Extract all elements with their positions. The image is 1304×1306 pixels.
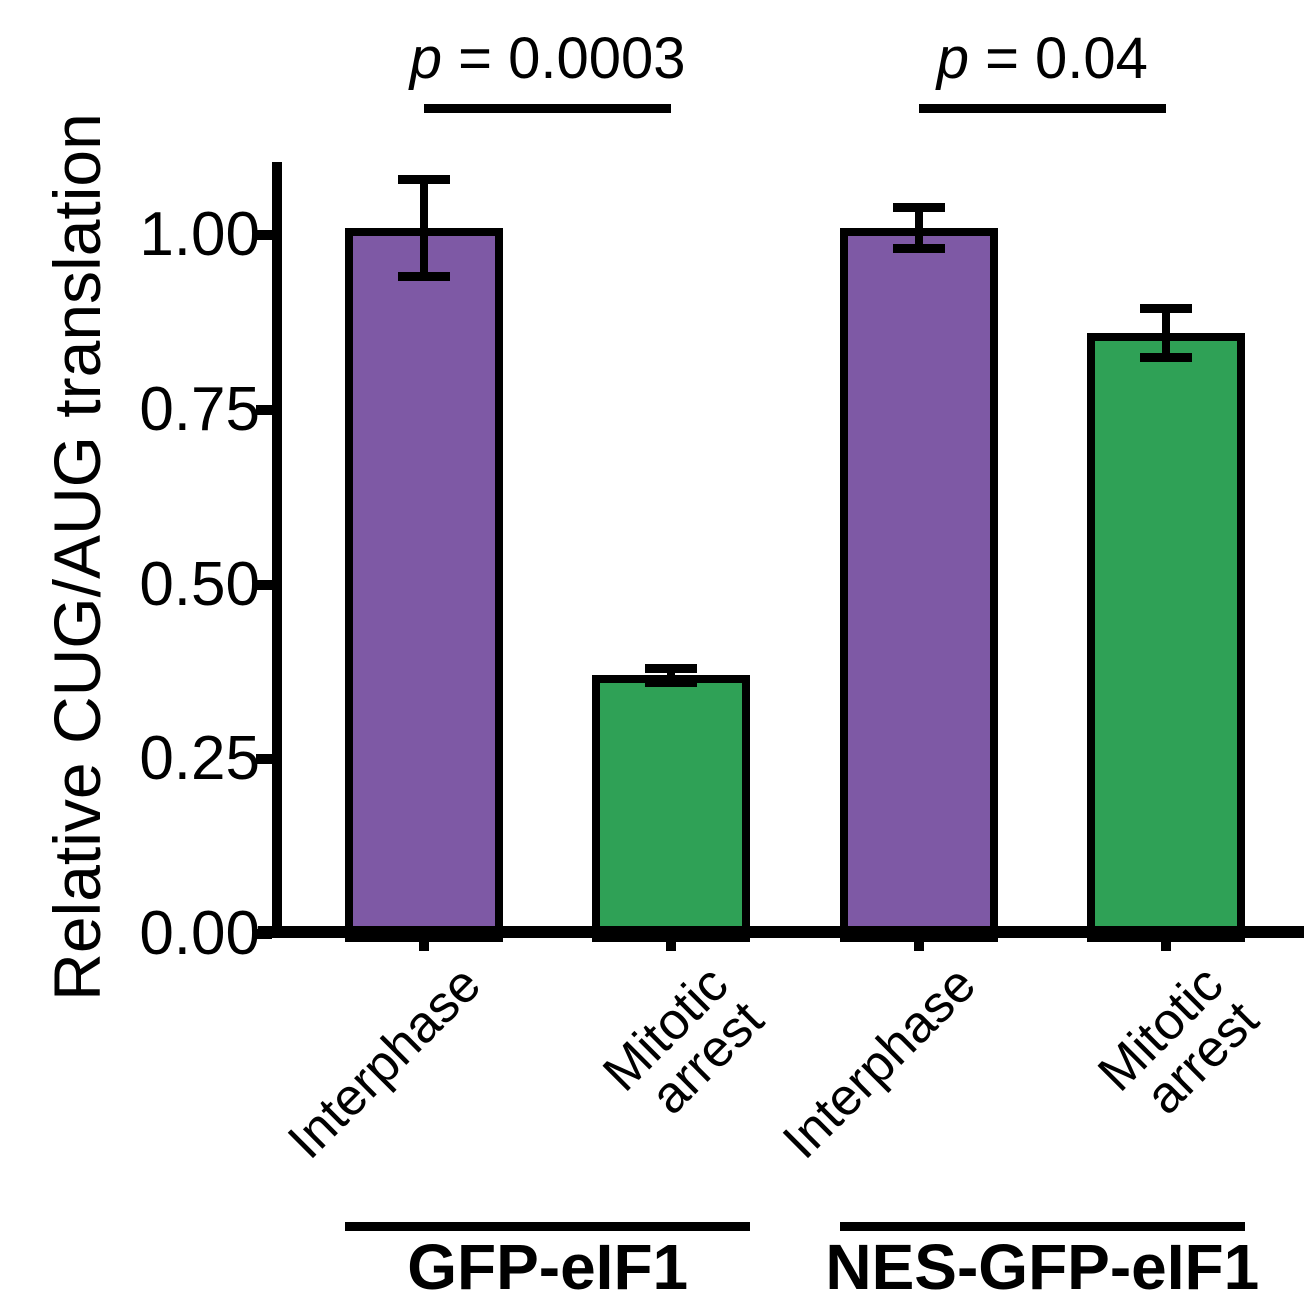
x-tick-mark — [666, 938, 677, 951]
group-line — [839, 1222, 1245, 1231]
p-value-number: = 0.04 — [968, 26, 1148, 91]
error-bar-cap-bottom — [1139, 352, 1192, 362]
x-tick-mark — [419, 938, 429, 951]
error-bar-stem — [1161, 308, 1170, 358]
y-tick-label: 0.25 — [139, 724, 260, 794]
group-line — [345, 1222, 751, 1231]
error-bar-stem — [420, 179, 428, 277]
y-tick-mark — [256, 754, 272, 765]
error-bar-cap-top — [892, 202, 945, 212]
bar-gfp-eif1-mitotic-arrest — [592, 675, 751, 942]
error-bar-stem — [914, 207, 923, 249]
x-tick-mark — [1160, 938, 1171, 951]
p-value-number: = 0.0003 — [442, 26, 686, 91]
x-tick-label-mitotic-arrest: Mitotic arrest — [1086, 955, 1270, 1126]
error-bar-cap-bottom — [645, 677, 698, 687]
y-tick-label: 0.75 — [139, 374, 260, 444]
group-label-gfp-eif1: GFP-eIF1 — [407, 1231, 689, 1303]
y-tick-mark — [256, 404, 272, 415]
x-tick-label-interphase: Interphase — [772, 955, 987, 1170]
y-tick-mark — [256, 579, 272, 590]
error-bar-cap-bottom — [398, 272, 450, 282]
bar-nes-gfp-eif1-interphase — [839, 228, 998, 942]
y-axis-line — [272, 162, 282, 938]
group-label-nes-gfp-eif1: NES-GFP-eIF1 — [825, 1231, 1260, 1303]
error-bar-cap-top — [645, 663, 698, 673]
p-value-label: p = 0.04 — [742, 20, 1304, 98]
y-tick-mark — [256, 230, 272, 240]
x-axis-line — [258, 926, 1304, 938]
error-bar-cap-top — [1139, 303, 1192, 313]
error-bar-stem — [667, 668, 676, 683]
x-tick-mark — [913, 938, 924, 951]
significance-line — [424, 104, 672, 113]
significance-line — [918, 104, 1166, 113]
y-tick-label: 0.50 — [139, 549, 260, 619]
y-tick-label: 0.00 — [139, 899, 260, 968]
y-tick-label: 1.00 — [139, 200, 260, 269]
x-tick-label-interphase: Interphase — [277, 955, 493, 1170]
error-bar-cap-bottom — [892, 244, 945, 254]
x-tick-label-mitotic-arrest: Mitotic arrest — [592, 955, 775, 1126]
error-bar-cap-top — [398, 174, 450, 184]
bar-gfp-eif1-interphase — [345, 228, 503, 942]
p-value-symbol: p — [936, 26, 969, 91]
p-value-symbol: p — [409, 26, 443, 91]
p-value-label: p = 0.0003 — [248, 20, 848, 98]
bar-nes-gfp-eif1-mitotic-arrest — [1086, 332, 1245, 942]
